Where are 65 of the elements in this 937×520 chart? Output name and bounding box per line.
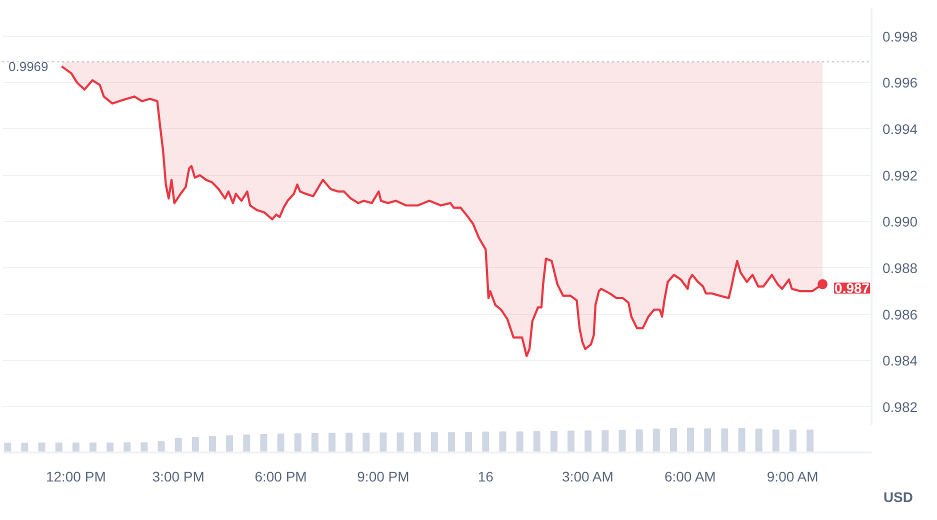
text: USD [883,488,913,507]
bar [448,432,455,452]
y-tick-label: 0.984 [882,352,918,369]
ref-line-label: 0.9969 [8,58,48,74]
bar [704,428,712,452]
y-tick-label: 0.998 [882,28,918,44]
bar [516,431,524,452]
bar [346,432,353,452]
annotation: 0.987 [834,280,870,296]
bar [90,442,96,452]
bar [209,436,216,452]
x-tick-label: 3:00 AM [562,468,614,484]
x-tick-label: 9:00 PM [357,468,410,484]
bar [311,433,318,452]
x-tick-label: 16 [478,468,494,484]
bar [652,428,660,452]
bar [72,442,80,452]
x-tick-label: 12:00 PM [46,468,106,484]
bar [789,430,796,452]
y-tick-label: 0.990 [882,214,918,230]
bar [38,442,46,452]
x-tick-label: 6:00 AM [664,468,716,484]
bar [721,428,728,452]
bar [380,432,387,452]
bar [243,434,250,452]
y-tick-label: 0.988 [882,260,918,276]
bar [260,434,268,452]
bar [568,430,575,452]
bar [106,442,114,452]
y-tick-label: 0.982 [882,398,918,415]
bar [465,432,472,452]
bar [636,429,643,452]
y-tick-label: 0.986 [882,306,918,322]
bar [482,432,490,452]
x-tick-label: 3:00 PM [152,468,204,484]
bar [738,428,746,452]
bar [192,436,199,452]
y-tick-label: 0.992 [882,167,918,184]
bar [140,442,148,452]
bar [328,433,336,452]
bar [602,430,609,452]
y-tick-label: 0.996 [882,74,918,91]
x-tick-label: 6:00 PM [254,468,307,484]
bar [806,430,814,452]
bar [55,442,62,452]
bar [670,428,677,452]
bar [772,430,780,452]
bar [124,442,131,452]
bar [277,434,284,452]
bar [174,438,182,452]
bar [294,433,302,452]
x-tick-label: 9:00 AM [766,468,818,484]
bar [362,432,370,452]
y-tick-label: 0.994 [882,120,918,137]
bar [499,431,506,452]
bar [430,432,438,452]
bar [687,428,694,452]
bar [584,430,592,452]
bar [226,435,234,452]
bar [533,431,540,452]
bar [414,432,421,452]
bar [396,432,404,452]
bar [158,441,165,452]
bar [755,428,762,452]
bar [550,430,558,452]
